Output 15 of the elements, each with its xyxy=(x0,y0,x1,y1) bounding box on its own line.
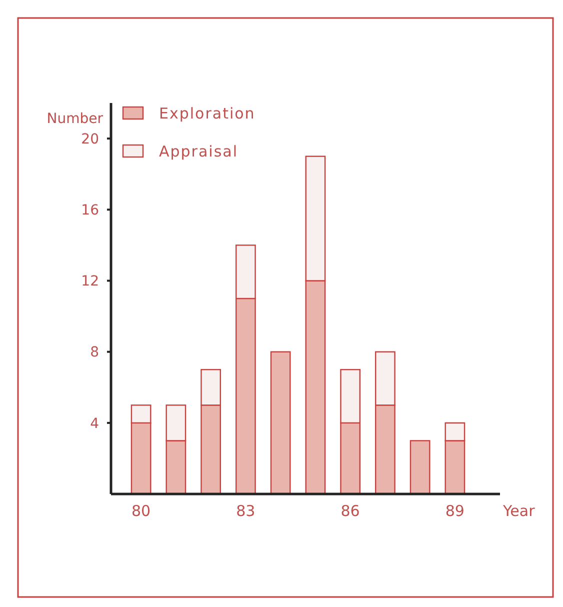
y-tick-label: 8 xyxy=(90,344,99,361)
bar xyxy=(270,351,291,495)
y-axis-title: Number xyxy=(46,111,104,127)
x-tick-label: 83 xyxy=(236,502,256,520)
y-tick-label: 16 xyxy=(81,202,100,219)
x-tick-label: 89 xyxy=(445,502,464,520)
bar xyxy=(410,440,430,495)
y-tick-label: 20 xyxy=(81,131,99,148)
y-tick-label: 12 xyxy=(81,274,99,290)
x-tick-label: 80 xyxy=(132,502,151,520)
legend-label: Appraisal xyxy=(159,142,238,160)
x-tick-label: 86 xyxy=(340,502,360,520)
x-axis-title: Year xyxy=(502,502,536,520)
y-tick-label: 4 xyxy=(90,416,100,432)
legend-label: Exploration xyxy=(159,104,256,122)
